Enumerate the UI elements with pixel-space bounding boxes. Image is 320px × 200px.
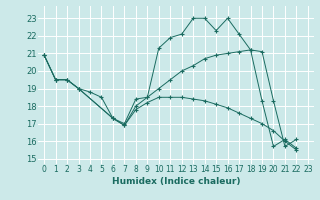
X-axis label: Humidex (Indice chaleur): Humidex (Indice chaleur) [112,177,240,186]
